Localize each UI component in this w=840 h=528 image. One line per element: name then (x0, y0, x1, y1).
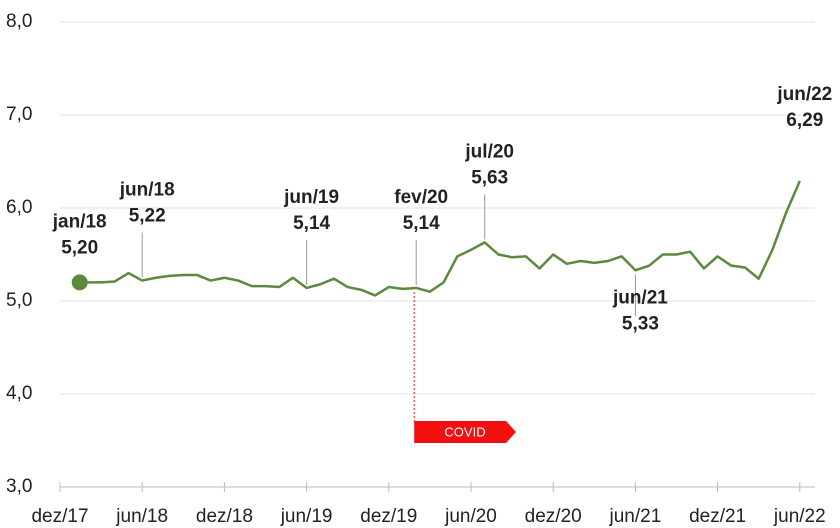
point-label: jun/18 (119, 180, 175, 201)
point-label: fev/20 (394, 187, 448, 208)
covid-text: COVID (444, 424, 485, 439)
x-tick-label: dez/20 (525, 506, 582, 527)
value-label: 5,14 (403, 213, 440, 234)
value-label: 6,29 (786, 110, 823, 131)
value-label: 5,63 (471, 167, 508, 188)
point-label: jul/20 (464, 141, 514, 162)
x-tick-label: jun/18 (115, 506, 168, 527)
value-label: 5,14 (293, 213, 330, 234)
y-tick-label: 4,0 (6, 383, 32, 404)
point-label: jan/18 (52, 211, 107, 232)
y-tick-label: 7,0 (6, 104, 32, 125)
x-tick-label: jun/20 (444, 506, 497, 527)
y-tick-label: 5,0 (6, 290, 32, 311)
x-tick-label: dez/19 (360, 506, 417, 527)
x-tick-label: dez/17 (31, 506, 88, 527)
x-tick-label: dez/21 (689, 506, 746, 527)
value-label: 5,33 (622, 313, 659, 334)
covid-tag (414, 421, 516, 443)
x-tick-label: jun/21 (609, 506, 662, 527)
x-tick-label: jun/19 (280, 506, 333, 527)
start-marker (71, 274, 88, 291)
point-label: jun/21 (612, 287, 668, 308)
value-label: 5,20 (61, 237, 98, 258)
y-tick-label: 6,0 (6, 197, 32, 218)
x-tick-label: dez/18 (196, 506, 253, 527)
y-tick-label: 8,0 (6, 11, 32, 32)
y-tick-label: 3,0 (6, 476, 32, 497)
value-label: 5,22 (129, 206, 166, 227)
point-label: jun/19 (283, 187, 339, 208)
data-line (73, 180, 801, 297)
point-label: jun/22 (776, 84, 832, 105)
x-tick-label: jun/22 (773, 506, 826, 527)
